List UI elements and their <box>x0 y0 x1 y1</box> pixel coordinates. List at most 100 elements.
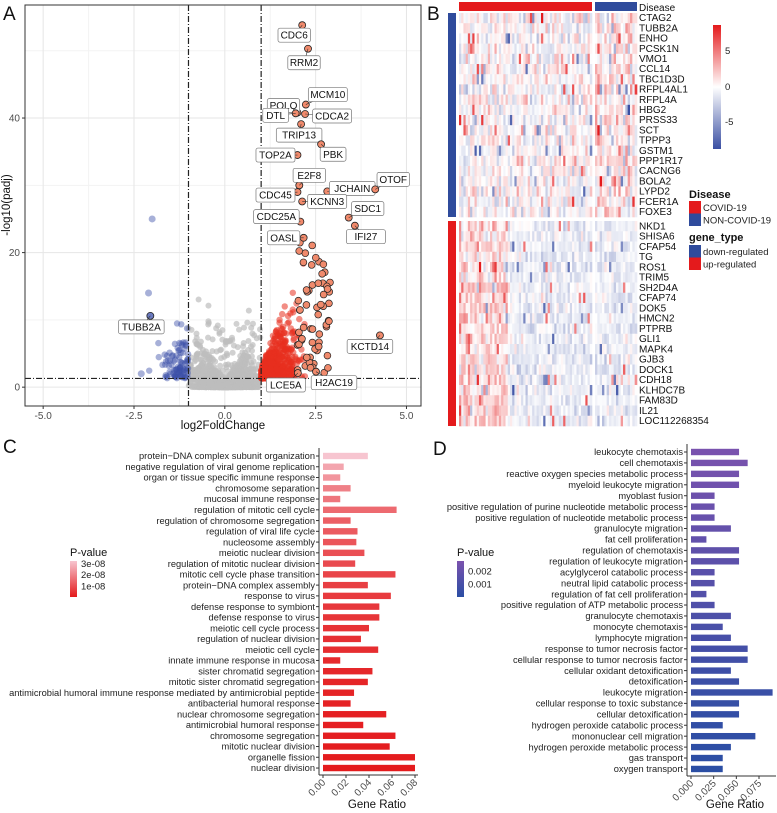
heatmap-cell <box>474 84 478 95</box>
heatmap-cell <box>583 125 586 136</box>
heatmap-cell <box>599 115 603 126</box>
plot-border <box>24 4 422 407</box>
x-tick-label: 0.0 <box>218 411 232 422</box>
heatmap-cell <box>529 313 533 324</box>
heatmap-cell <box>618 262 621 273</box>
heatmap-cell <box>487 241 491 253</box>
heatmap-cell <box>534 221 537 232</box>
heatmap-cell <box>463 104 466 116</box>
heatmap-cell <box>556 333 560 345</box>
heatmap-cell <box>569 344 573 355</box>
heatmap-cell <box>578 262 582 273</box>
heatmap-cell <box>501 196 504 208</box>
heatmap-cell <box>514 84 517 95</box>
heatmap-cell <box>494 176 497 187</box>
row-gene-label: TBC1D3D <box>639 74 685 85</box>
heatmap-cell <box>478 282 482 294</box>
x-tick-label: -2.5 <box>125 411 143 422</box>
row-gene-label: GSTM1 <box>639 146 674 157</box>
heatmap-cell <box>505 74 509 85</box>
heatmap-cell <box>521 241 524 253</box>
heatmap-cell <box>558 333 562 345</box>
heatmap-cell <box>552 303 555 314</box>
point-top-gene <box>314 279 323 287</box>
heatmap-cell <box>604 33 607 44</box>
heatmap-cell <box>516 251 520 263</box>
heatmap-cell <box>534 196 537 208</box>
heatmap-cell <box>543 221 546 232</box>
heatmap-cell <box>554 231 557 242</box>
heatmap-cell <box>516 333 520 345</box>
heatmap-cell <box>556 104 560 116</box>
heatmap-cell <box>474 251 478 263</box>
heatmap-cell <box>602 292 605 304</box>
heatmap-cell <box>532 84 535 95</box>
point-up <box>281 345 289 352</box>
heatmap-cell <box>494 241 497 253</box>
point-ns <box>199 383 206 390</box>
heatmap-cell <box>476 135 480 146</box>
heatmap-cell <box>606 333 610 345</box>
heatmap-cell <box>470 344 473 355</box>
heatmap-cell <box>534 292 537 304</box>
heatmap-cell <box>547 43 551 55</box>
point-ns <box>189 370 196 377</box>
heatmap-cell <box>589 84 593 95</box>
heatmap-cell <box>585 13 588 24</box>
heatmap-cell <box>527 303 531 314</box>
heatmap-cell <box>536 313 540 324</box>
heatmap-cell <box>625 231 628 242</box>
heatmap-cell <box>487 272 491 283</box>
heatmap-cell <box>481 186 484 197</box>
heatmap-cell <box>556 292 560 304</box>
heatmap-cell <box>470 282 473 294</box>
point-up <box>289 306 296 313</box>
heatmap-cell <box>481 53 484 65</box>
heatmap-cell <box>632 43 635 55</box>
heatmap-cell <box>501 13 504 24</box>
heatmap-cell <box>483 272 486 283</box>
heatmap-cell <box>599 166 603 177</box>
point-top-gene <box>317 300 325 309</box>
heatmap-cell <box>514 13 517 24</box>
heatmap-cell <box>472 155 475 167</box>
heatmap-cell <box>625 251 628 263</box>
row-gene-label: CCL14 <box>639 64 671 75</box>
heatmap-cell <box>487 64 491 75</box>
heatmap-cell <box>472 43 475 55</box>
heatmap-cell <box>618 84 621 95</box>
heatmap-row <box>459 231 638 242</box>
heatmap-cell <box>512 176 515 187</box>
heatmap-cell <box>606 115 610 126</box>
heatmap-cell <box>563 74 566 85</box>
heatmap-cell <box>613 13 617 24</box>
heatmap-cell <box>481 13 484 24</box>
heatmap-cell <box>552 272 555 283</box>
heatmap-cell <box>604 176 607 187</box>
heatmap-cell <box>527 272 531 283</box>
heatmap-cell <box>606 166 610 177</box>
point-top-gene <box>295 328 303 337</box>
heatmap-cell <box>595 231 598 242</box>
heatmap-cell <box>487 262 491 273</box>
heatmap-cell <box>583 262 586 273</box>
heatmap-cell <box>634 186 638 197</box>
heatmap-cell <box>572 115 575 126</box>
heatmap-cell <box>585 166 588 177</box>
heatmap-cell <box>505 186 509 197</box>
heatmap-cell <box>613 221 617 232</box>
heatmap-cell <box>634 13 638 24</box>
point-up <box>271 335 279 343</box>
heatmap-cell <box>532 115 535 126</box>
gene-type-bar <box>448 13 456 217</box>
heatmap-cell <box>474 333 478 345</box>
heatmap-cell <box>547 333 551 345</box>
heatmap-cell <box>620 344 624 355</box>
heatmap-cell <box>547 196 551 208</box>
heatmap-cell <box>578 196 582 208</box>
heatmap-cell <box>580 43 584 55</box>
heatmap-cell <box>556 64 560 75</box>
heatmap-row <box>459 176 638 187</box>
heatmap-cell <box>509 262 513 273</box>
row-gene-label: TRIM5 <box>639 273 669 284</box>
